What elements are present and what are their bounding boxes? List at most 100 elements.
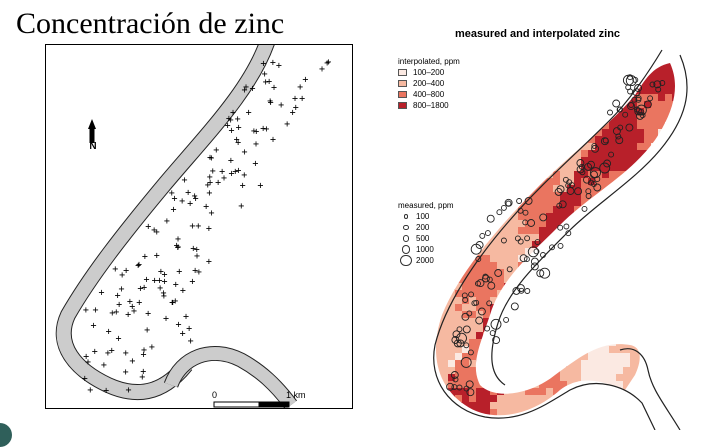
sample-point-marker: + xyxy=(98,287,104,298)
sample-point-marker: + xyxy=(195,221,201,232)
sample-point-marker: + xyxy=(260,124,266,135)
measured-sample-circle xyxy=(490,318,502,330)
sample-point-marker: + xyxy=(82,373,88,384)
sample-point-marker: + xyxy=(183,312,189,323)
sample-point-marker: + xyxy=(139,372,145,383)
sample-point-marker: + xyxy=(145,309,151,320)
sample-point-marker: + xyxy=(221,173,227,184)
measured-sample-circle xyxy=(456,326,463,333)
sample-point-marker: + xyxy=(145,221,151,232)
sample-point-marker: + xyxy=(241,170,247,181)
river-branch-bank xyxy=(619,348,681,430)
measured-sample-circle xyxy=(557,242,564,249)
size-label: 200 xyxy=(416,222,430,232)
measured-sample-circle xyxy=(500,204,507,211)
measured-sample-circle xyxy=(451,336,460,344)
sample-point-marker: + xyxy=(206,224,212,235)
measured-sample-circle xyxy=(476,279,485,288)
sample-point-marker: + xyxy=(243,82,249,93)
measured-sample-circle xyxy=(496,209,503,216)
sample-point-marker: + xyxy=(194,244,200,255)
class-swatch xyxy=(398,102,407,109)
measured-sample-circle xyxy=(452,376,459,383)
measured-sample-circle xyxy=(505,200,512,207)
sample-point-marker: + xyxy=(299,93,305,104)
measured-size-item: 100 xyxy=(398,211,518,222)
sample-point-marker: + xyxy=(262,69,268,80)
size-label: 2000 xyxy=(416,255,434,265)
river-bank-east xyxy=(491,54,688,386)
sample-point-marker: + xyxy=(142,251,148,262)
north-arrow-icon xyxy=(88,119,96,143)
class-swatch xyxy=(398,80,407,87)
sample-point-marker: + xyxy=(228,169,234,180)
sample-point-marker: + xyxy=(325,57,331,68)
measured-sample-circle xyxy=(484,325,491,332)
class-swatch xyxy=(398,91,407,98)
measured-sample-circle xyxy=(647,95,654,102)
measured-sample-circle xyxy=(467,349,474,356)
scale-bar xyxy=(213,401,290,408)
measured-size-item: 2000 xyxy=(398,254,518,267)
measured-sample-circle xyxy=(602,137,609,144)
sample-point-marker: + xyxy=(205,180,211,191)
sample-point-marker: + xyxy=(196,267,202,278)
measured-size-item: 500 xyxy=(398,233,518,244)
sample-point-marker: + xyxy=(90,321,96,332)
measured-sample-circle xyxy=(500,237,507,244)
measured-sample-circle xyxy=(643,100,652,109)
measured-sample-circle xyxy=(514,235,521,242)
measured-sample-circle xyxy=(475,256,482,262)
measured-size-item: 200 xyxy=(398,222,518,233)
sample-point-marker: + xyxy=(193,193,199,204)
sample-point-marker: + xyxy=(83,352,89,363)
sample-point-marker: + xyxy=(268,98,274,109)
measured-sample-circle xyxy=(475,316,484,325)
measured-sample-circle xyxy=(530,262,539,271)
sample-point-marker: + xyxy=(324,58,330,69)
sample-point-marker: + xyxy=(172,296,178,307)
measured-sample-circle xyxy=(465,380,474,389)
sample-points: +++++++++ +++++++++++++++++++++++++++++++… xyxy=(82,57,332,397)
sample-point-marker: + xyxy=(180,329,186,340)
sample-point-marker: + xyxy=(129,302,135,313)
measured-sample-circle xyxy=(481,274,490,283)
measured-sample-circle xyxy=(634,84,643,92)
measured-sample-circle xyxy=(494,269,503,277)
sample-point-marker: + xyxy=(154,227,160,238)
sample-point-marker: + xyxy=(225,120,231,131)
sample-point-marker: + xyxy=(181,175,187,186)
sample-point-marker: + xyxy=(151,225,157,236)
sample-point-marker: + xyxy=(160,288,166,299)
measured-sample-circle xyxy=(461,312,470,321)
measured-sample-circle xyxy=(516,284,525,293)
sample-point-marker: + xyxy=(241,147,247,158)
sample-point-marker: + xyxy=(253,139,259,150)
measured-sample-circle xyxy=(460,356,472,368)
measured-sample-circle xyxy=(593,183,602,192)
measured-sample-circle xyxy=(486,300,493,307)
measured-sample-circle xyxy=(558,200,567,209)
sample-point-marker: + xyxy=(251,126,257,137)
measured-sample-circle xyxy=(576,159,585,167)
measured-sample-circle xyxy=(568,182,575,189)
measured-sample-circle xyxy=(576,165,585,174)
measured-sample-circle xyxy=(585,188,592,195)
sample-point-marker: + xyxy=(246,107,252,118)
sample-point-marker: + xyxy=(319,64,325,75)
scale-end-label: 1 km xyxy=(286,390,306,400)
sample-point-marker: + xyxy=(253,126,259,137)
sample-point-marker: + xyxy=(173,279,179,290)
measured-sample-circle xyxy=(579,169,586,176)
sample-point-marker: + xyxy=(125,385,131,396)
sample-point-marker: + xyxy=(169,188,175,199)
sample-point-marker: + xyxy=(235,166,241,177)
sample-point-marker: + xyxy=(206,257,212,268)
sample-point-marker: + xyxy=(208,153,214,164)
sample-point-marker: + xyxy=(169,298,175,309)
measured-sample-circle xyxy=(516,198,523,204)
sample-point-marker: + xyxy=(175,234,181,245)
measured-sample-circle xyxy=(574,187,583,196)
sample-point-marker: + xyxy=(175,242,181,253)
sample-point-marker: + xyxy=(115,333,121,344)
